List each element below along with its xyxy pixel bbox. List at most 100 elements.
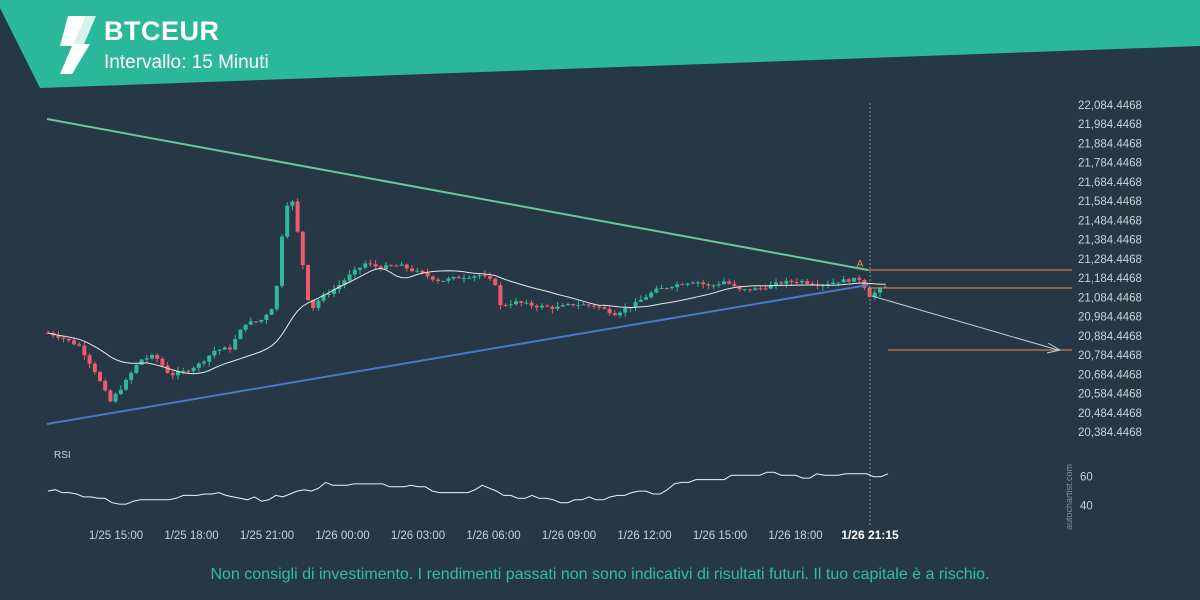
candle [446,278,451,281]
candle [274,285,279,310]
candle [607,308,612,314]
support-trendline [46,284,869,425]
x-axis: 1/25 15:00 1/25 18:00 1/25 21:00 1/26 00:00… [89,528,899,542]
candle [675,284,680,288]
candle [545,305,550,307]
x-tick-label: 1/26 18:00 [768,530,822,542]
candle [462,277,466,279]
candle [477,275,482,277]
candle [389,265,394,267]
candle [384,265,388,269]
candle [202,361,206,364]
candle [789,280,794,283]
candle [311,300,316,309]
autochartist-logo-icon [60,16,96,74]
candle [680,284,685,286]
y-tick-label: 21,784.4468 [1078,158,1142,170]
candle [633,301,638,308]
candle [254,321,258,323]
y-tick-label: 21,684.4468 [1078,177,1142,189]
candle [285,205,290,237]
candle [456,276,461,279]
candle [519,301,524,303]
candle [857,277,862,280]
candle [321,294,326,301]
watermark: autochartist.com [1064,463,1074,530]
candle [581,304,586,306]
candle [670,287,674,289]
candle [248,321,253,325]
candle [774,282,778,285]
candle [139,359,144,365]
candle [659,287,664,289]
candle [649,292,654,298]
candle [124,379,128,390]
candlestick-series [46,198,888,404]
x-tick-label: 1/26 12:00 [617,530,671,542]
x-tick-label: 1/26 00:00 [315,530,369,542]
candle [113,393,118,402]
candle [316,300,321,309]
candle [498,285,503,306]
candle [472,276,477,278]
pattern-marker: A [857,259,864,270]
rsi-tick-label: 60 [1080,472,1093,484]
candle [217,349,222,351]
candle [841,279,846,283]
y-tick-label: 22,084.4468 [1078,100,1142,112]
candle [264,314,269,320]
candle [118,389,123,394]
y-tick-label: 21,984.4468 [1078,119,1142,131]
y-tick-label: 20,884.4468 [1078,331,1142,343]
projection-arrowhead-icon [1046,342,1062,354]
candle [129,372,134,380]
projection-arrow [871,295,1059,351]
candle [181,370,186,372]
candle [638,299,643,302]
candle [690,282,695,284]
candle [586,304,591,306]
candle [259,319,264,322]
candle [77,344,82,346]
candle [737,285,742,290]
candle [56,335,61,338]
y-tick-label: 21,584.4468 [1078,196,1142,208]
candle [207,355,212,362]
candle [332,289,336,294]
candle [529,302,534,306]
candle [98,372,102,381]
candle [451,276,456,279]
candle [612,313,617,316]
candle [831,282,836,285]
candle [623,308,628,313]
symbol-title: BTCEUR [104,16,220,46]
candle [763,288,768,290]
candle [540,305,544,308]
candle [399,264,404,266]
candle [61,337,66,339]
x-tick-label: 1/25 15:00 [89,530,143,542]
candle [430,276,435,280]
candle [878,288,882,293]
candle [306,265,310,301]
candle [155,355,160,359]
candle [550,306,555,309]
x-tick-label: 1/26 09:00 [542,530,596,542]
x-tick-label: 1/25 18:00 [164,530,218,542]
rsi-panel: RSI 60 40 [47,450,1093,513]
candle [144,358,149,360]
candle [534,305,539,308]
rsi-label: RSI [54,450,71,461]
candle [150,355,154,359]
candle [191,367,196,372]
candle [410,268,414,272]
moving-average-line [47,267,886,375]
candle [488,276,492,279]
candle [727,281,732,284]
candle [404,264,409,269]
candle [560,305,565,307]
candle [290,201,295,206]
candle [420,270,425,273]
candle [524,302,529,304]
candle [654,288,659,293]
